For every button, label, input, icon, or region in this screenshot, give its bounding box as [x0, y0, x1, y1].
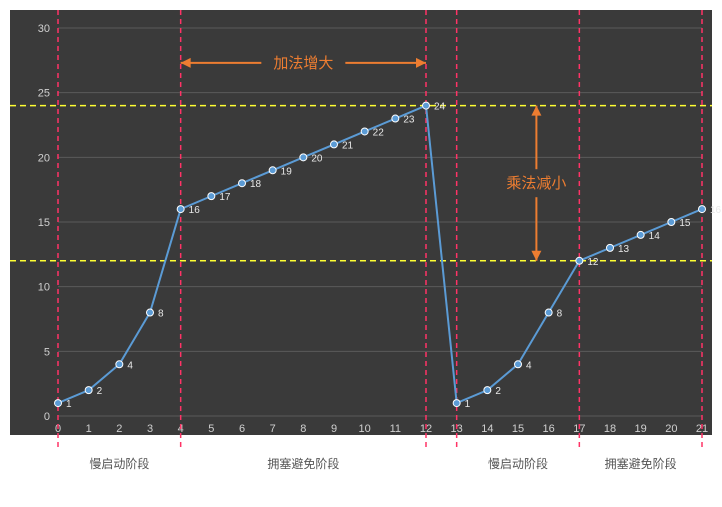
stage-label-area: 慢启动阶段 拥塞避免阶段 慢启动阶段 拥塞避免阶段 — [10, 447, 712, 507]
data-point — [699, 206, 706, 213]
data-point — [392, 115, 399, 122]
data-point — [423, 102, 430, 109]
x-tick-label: 7 — [270, 423, 276, 435]
x-tick-label: 15 — [512, 423, 524, 435]
data-point — [484, 387, 491, 394]
x-tick-label: 6 — [239, 423, 245, 435]
stage-label: 拥塞避免阶段 — [605, 455, 677, 472]
x-tick-label: 8 — [300, 423, 306, 435]
chart-container: 0510152025300123456789101112131415161718… — [0, 0, 722, 507]
data-label: 20 — [311, 153, 323, 164]
data-label: 1 — [465, 399, 471, 410]
data-point — [576, 257, 583, 264]
data-label: 16 — [189, 205, 201, 216]
x-tick-label: 10 — [359, 423, 371, 435]
data-point — [269, 167, 276, 174]
x-tick-label: 16 — [543, 423, 555, 435]
stage-label: 拥塞避免阶段 — [267, 455, 339, 472]
data-point — [300, 154, 307, 161]
data-point — [361, 128, 368, 135]
anno-additive-label: 加法增大 — [273, 55, 333, 72]
x-tick-label: 19 — [635, 423, 647, 435]
x-tick-label: 5 — [208, 423, 214, 435]
data-point — [607, 244, 614, 251]
data-label: 4 — [127, 360, 133, 371]
data-label: 8 — [557, 309, 563, 320]
y-tick-label: 0 — [44, 411, 50, 423]
data-label: 18 — [250, 179, 262, 190]
y-tick-label: 20 — [38, 152, 50, 164]
arrowhead-left-icon — [181, 58, 191, 68]
data-label: 23 — [403, 115, 415, 126]
data-label: 21 — [342, 140, 354, 151]
data-label: 2 — [495, 386, 501, 397]
data-label: 19 — [281, 166, 293, 177]
data-point — [637, 231, 644, 238]
data-point — [55, 400, 62, 407]
data-point — [545, 309, 552, 316]
arrowhead-down-icon — [531, 251, 541, 261]
data-label: 8 — [158, 309, 164, 320]
x-tick-label: 14 — [481, 423, 493, 435]
chart-svg: 0510152025300123456789101112131415161718… — [10, 10, 712, 496]
x-tick-label: 20 — [665, 423, 677, 435]
y-tick-label: 25 — [38, 88, 50, 100]
x-tick-label: 9 — [331, 423, 337, 435]
data-point — [208, 193, 215, 200]
data-point — [668, 219, 675, 226]
data-label: 16 — [710, 205, 722, 216]
y-tick-label: 5 — [44, 346, 50, 358]
data-label: 4 — [526, 360, 532, 371]
data-label: 13 — [618, 244, 630, 255]
stage-label: 慢启动阶段 — [89, 455, 149, 472]
stage-label: 慢启动阶段 — [488, 455, 548, 472]
y-tick-label: 10 — [38, 282, 50, 294]
data-point — [453, 400, 460, 407]
series-line — [58, 106, 702, 403]
arrowhead-up-icon — [531, 106, 541, 116]
data-point — [85, 387, 92, 394]
x-tick-label: 18 — [604, 423, 616, 435]
data-label: 22 — [373, 127, 385, 138]
data-point — [239, 180, 246, 187]
data-point — [515, 361, 522, 368]
data-label: 15 — [679, 218, 691, 229]
y-tick-label: 30 — [38, 23, 50, 35]
data-label: 14 — [649, 231, 661, 242]
data-point — [331, 141, 338, 148]
data-label: 24 — [434, 102, 446, 113]
data-point — [177, 206, 184, 213]
data-label: 1 — [66, 399, 72, 410]
arrowhead-right-icon — [416, 58, 426, 68]
data-point — [116, 361, 123, 368]
x-tick-label: 3 — [147, 423, 153, 435]
x-tick-label: 11 — [390, 423, 401, 435]
x-tick-label: 2 — [116, 423, 122, 435]
data-point — [147, 309, 154, 316]
data-label: 2 — [97, 386, 103, 397]
x-tick-label: 1 — [86, 423, 92, 435]
data-label: 12 — [587, 257, 599, 268]
y-tick-label: 15 — [38, 217, 50, 229]
data-label: 17 — [219, 192, 231, 203]
anno-mult-label: 乘法减小 — [506, 175, 566, 192]
